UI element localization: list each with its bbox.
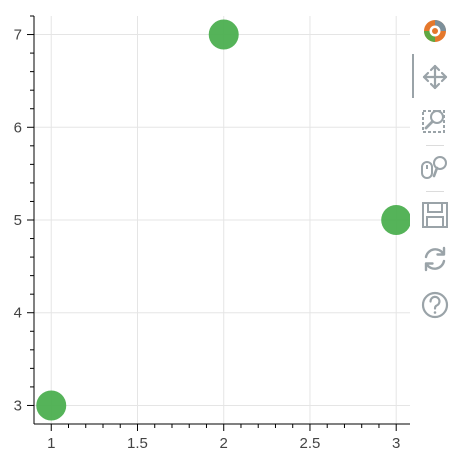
y-axis-ticks: 3 4 5 6 7 (14, 15, 34, 414)
reset-icon[interactable] (420, 244, 450, 274)
y-tick-label: 4 (14, 305, 22, 322)
scatter-points (36, 19, 410, 421)
x-tick-label: 1.5 (127, 435, 148, 452)
x-tick-label: 2 (220, 435, 228, 452)
scatter-point (208, 19, 239, 50)
scatter-point (381, 205, 410, 235)
pan-icon[interactable] (420, 62, 450, 92)
box-zoom-icon[interactable] (420, 106, 450, 136)
pan-active-indicator (412, 54, 414, 98)
scatter-chart[interactable]: 1 1.5 2 2.5 3 3 4 5 6 7 (0, 0, 410, 473)
plot-toolbar (412, 12, 458, 332)
x-tick-label: 1 (47, 435, 55, 452)
wheel-zoom-icon[interactable] (420, 153, 450, 183)
x-axis-ticks: 1 1.5 2 2.5 3 (47, 424, 400, 452)
y-tick-label: 5 (14, 212, 22, 229)
grid-lines (34, 16, 410, 424)
toolbar-separator (426, 191, 444, 192)
toolbar-separator (426, 145, 444, 146)
scatter-point (36, 390, 67, 421)
x-tick-label: 2.5 (300, 435, 321, 452)
y-tick-label: 6 (14, 119, 22, 136)
y-tick-label: 7 (14, 27, 22, 44)
bokeh-logo-icon[interactable] (420, 16, 450, 46)
save-icon[interactable] (420, 200, 450, 230)
help-icon[interactable] (420, 290, 450, 320)
x-tick-label: 3 (392, 435, 400, 452)
y-tick-label: 3 (14, 397, 22, 414)
